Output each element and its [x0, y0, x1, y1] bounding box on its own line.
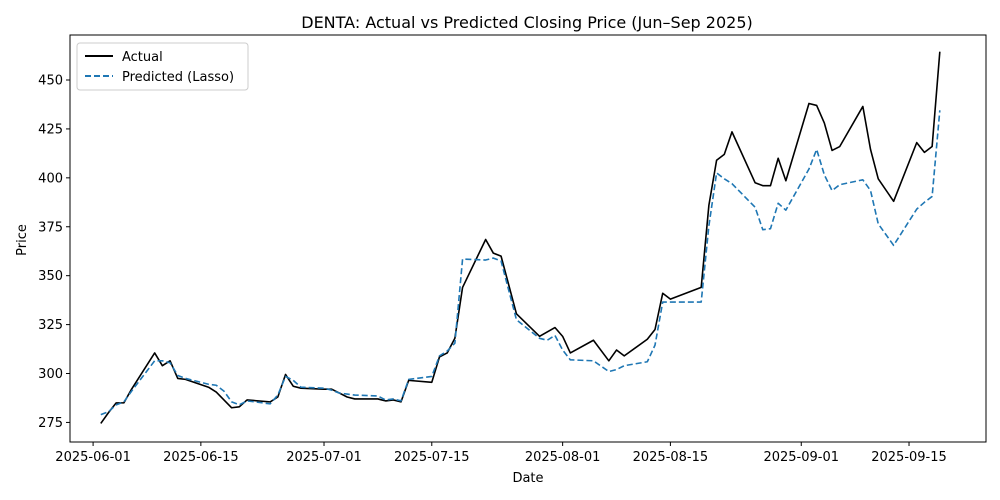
legend: Actual Predicted (Lasso) [76, 42, 249, 91]
y-tick-label: 350 [38, 269, 63, 284]
x-tick-label: 2025-08-01 [525, 450, 601, 465]
y-tick-label: 450 [38, 74, 63, 89]
y-axis-ticks: 275 300 325 350 375 400 425 450 [38, 74, 70, 431]
x-tick-label: 2025-06-01 [55, 450, 131, 465]
x-tick-label: 2025-07-01 [286, 450, 362, 465]
series-layer [100, 51, 941, 424]
y-tick-label: 425 [38, 122, 63, 137]
x-axis-label: Date [512, 471, 543, 486]
y-tick-label: 275 [38, 416, 63, 431]
x-axis-ticks: 2025-06-01 2025-06-15 2025-07-01 2025-07-15… [55, 442, 947, 465]
series-line-actual [100, 51, 941, 424]
y-tick-label: 300 [38, 367, 63, 382]
x-tick-label: 2025-09-01 [763, 450, 839, 465]
series-line-predicted [100, 110, 941, 416]
x-tick-label: 2025-06-15 [163, 450, 239, 465]
y-tick-label: 325 [38, 318, 63, 333]
y-tick-label: 375 [38, 220, 63, 235]
legend-label-actual: Actual [122, 50, 163, 65]
legend-label-predicted: Predicted (Lasso) [122, 70, 234, 85]
x-tick-label: 2025-07-15 [394, 450, 470, 465]
chart-title: DENTA: Actual vs Predicted Closing Price… [301, 13, 753, 32]
y-tick-label: 400 [38, 171, 63, 186]
plot-frame [69, 34, 987, 443]
legend-box [76, 42, 249, 91]
x-tick-label: 2025-09-15 [871, 450, 947, 465]
y-axis-label: Price [15, 224, 30, 256]
plot-area [70, 35, 986, 442]
x-tick-label: 2025-08-15 [633, 450, 709, 465]
